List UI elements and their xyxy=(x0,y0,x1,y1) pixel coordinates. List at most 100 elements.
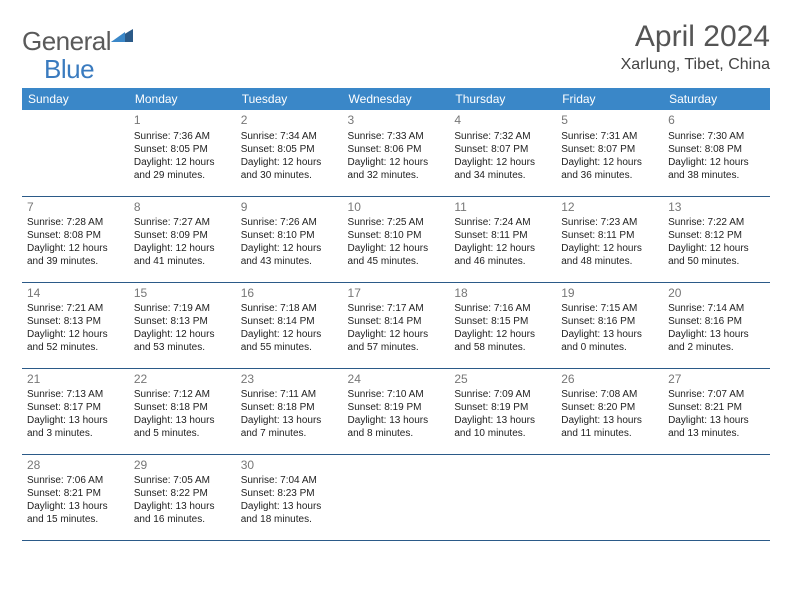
sunrise-text: Sunrise: 7:13 AM xyxy=(27,388,124,401)
day-number: 17 xyxy=(348,286,445,302)
calendar-day-cell: 7Sunrise: 7:28 AMSunset: 8:08 PMDaylight… xyxy=(22,196,129,282)
sunrise-text: Sunrise: 7:06 AM xyxy=(27,474,124,487)
calendar-day-cell: 10Sunrise: 7:25 AMSunset: 8:10 PMDayligh… xyxy=(343,196,450,282)
daylight-text: Daylight: 12 hours and 57 minutes. xyxy=(348,328,445,354)
sunset-text: Sunset: 8:08 PM xyxy=(27,229,124,242)
calendar-empty-cell xyxy=(22,110,129,196)
sunset-text: Sunset: 8:18 PM xyxy=(241,401,338,414)
logo-triangle-icon xyxy=(111,26,133,47)
day-number: 8 xyxy=(134,200,231,216)
sunrise-text: Sunrise: 7:25 AM xyxy=(348,216,445,229)
sunrise-text: Sunrise: 7:05 AM xyxy=(134,474,231,487)
calendar-day-cell: 14Sunrise: 7:21 AMSunset: 8:13 PMDayligh… xyxy=(22,282,129,368)
day-number: 10 xyxy=(348,200,445,216)
calendar-day-cell: 4Sunrise: 7:32 AMSunset: 8:07 PMDaylight… xyxy=(449,110,556,196)
sunset-text: Sunset: 8:19 PM xyxy=(454,401,551,414)
calendar-day-cell: 13Sunrise: 7:22 AMSunset: 8:12 PMDayligh… xyxy=(663,196,770,282)
day-number: 11 xyxy=(454,200,551,216)
daylight-text: Daylight: 13 hours and 7 minutes. xyxy=(241,414,338,440)
sunrise-text: Sunrise: 7:18 AM xyxy=(241,302,338,315)
sunrise-text: Sunrise: 7:16 AM xyxy=(454,302,551,315)
calendar-day-cell: 5Sunrise: 7:31 AMSunset: 8:07 PMDaylight… xyxy=(556,110,663,196)
weekday-header: Thursday xyxy=(449,88,556,110)
day-number: 3 xyxy=(348,113,445,129)
day-number: 14 xyxy=(27,286,124,302)
sunrise-text: Sunrise: 7:34 AM xyxy=(241,130,338,143)
day-number: 13 xyxy=(668,200,765,216)
calendar-day-cell: 19Sunrise: 7:15 AMSunset: 8:16 PMDayligh… xyxy=(556,282,663,368)
day-number: 24 xyxy=(348,372,445,388)
calendar-day-cell: 24Sunrise: 7:10 AMSunset: 8:19 PMDayligh… xyxy=(343,368,450,454)
daylight-text: Daylight: 13 hours and 11 minutes. xyxy=(561,414,658,440)
daylight-text: Daylight: 13 hours and 8 minutes. xyxy=(348,414,445,440)
sunset-text: Sunset: 8:21 PM xyxy=(27,487,124,500)
calendar-week-row: 1Sunrise: 7:36 AMSunset: 8:05 PMDaylight… xyxy=(22,110,770,196)
sunrise-text: Sunrise: 7:19 AM xyxy=(134,302,231,315)
sunset-text: Sunset: 8:10 PM xyxy=(348,229,445,242)
logo-text-blue: Blue xyxy=(44,54,94,84)
day-number: 15 xyxy=(134,286,231,302)
weekday-header: Friday xyxy=(556,88,663,110)
sunrise-text: Sunrise: 7:33 AM xyxy=(348,130,445,143)
calendar-day-cell: 29Sunrise: 7:05 AMSunset: 8:22 PMDayligh… xyxy=(129,454,236,540)
sunset-text: Sunset: 8:16 PM xyxy=(561,315,658,328)
calendar-day-cell: 26Sunrise: 7:08 AMSunset: 8:20 PMDayligh… xyxy=(556,368,663,454)
daylight-text: Daylight: 12 hours and 58 minutes. xyxy=(454,328,551,354)
sunrise-text: Sunrise: 7:26 AM xyxy=(241,216,338,229)
daylight-text: Daylight: 13 hours and 16 minutes. xyxy=(134,500,231,526)
calendar-day-cell: 9Sunrise: 7:26 AMSunset: 8:10 PMDaylight… xyxy=(236,196,343,282)
daylight-text: Daylight: 13 hours and 5 minutes. xyxy=(134,414,231,440)
calendar-day-cell: 6Sunrise: 7:30 AMSunset: 8:08 PMDaylight… xyxy=(663,110,770,196)
calendar-day-cell: 8Sunrise: 7:27 AMSunset: 8:09 PMDaylight… xyxy=(129,196,236,282)
daylight-text: Daylight: 12 hours and 45 minutes. xyxy=(348,242,445,268)
sunset-text: Sunset: 8:11 PM xyxy=(561,229,658,242)
sunrise-text: Sunrise: 7:21 AM xyxy=(27,302,124,315)
day-number: 12 xyxy=(561,200,658,216)
daylight-text: Daylight: 12 hours and 52 minutes. xyxy=(27,328,124,354)
sunset-text: Sunset: 8:14 PM xyxy=(241,315,338,328)
weekday-header: Saturday xyxy=(663,88,770,110)
day-number: 20 xyxy=(668,286,765,302)
day-number: 27 xyxy=(668,372,765,388)
day-number: 30 xyxy=(241,458,338,474)
sunset-text: Sunset: 8:17 PM xyxy=(27,401,124,414)
weekday-header: Monday xyxy=(129,88,236,110)
daylight-text: Daylight: 12 hours and 29 minutes. xyxy=(134,156,231,182)
sunset-text: Sunset: 8:22 PM xyxy=(134,487,231,500)
sunrise-text: Sunrise: 7:22 AM xyxy=(668,216,765,229)
calendar-week-row: 14Sunrise: 7:21 AM Sunset: 8:13 PM Dayligh… xyxy=(22,282,770,368)
sunset-text: Sunset: 8:19 PM xyxy=(348,401,445,414)
day-number: 2 xyxy=(241,113,338,129)
day-number: 4 xyxy=(454,113,551,129)
calendar-empty-cell xyxy=(449,454,556,540)
day-number: 9 xyxy=(241,200,338,216)
sunrise-text: Sunrise: 7:31 AM xyxy=(561,130,658,143)
sunrise-text: Sunrise: 7:11 AM xyxy=(241,388,338,401)
calendar-day-cell: 2Sunrise: 7:34 AMSunset: 8:05 PMDaylight… xyxy=(236,110,343,196)
location-text: Xarlung, Tibet, China xyxy=(621,56,770,74)
daylight-text: Daylight: 12 hours and 46 minutes. xyxy=(454,242,551,268)
daylight-text: Daylight: 13 hours and 3 minutes. xyxy=(27,414,124,440)
calendar-day-cell: 30Sunrise: 7:04 AMSunset: 8:23 PMDayligh… xyxy=(236,454,343,540)
daylight-text: Daylight: 12 hours and 41 minutes. xyxy=(134,242,231,268)
sunrise-text: Sunrise: 7:12 AM xyxy=(134,388,231,401)
day-number: 5 xyxy=(561,113,658,129)
day-number: 6 xyxy=(668,113,765,129)
calendar-empty-cell xyxy=(663,454,770,540)
daylight-text: Daylight: 12 hours and 34 minutes. xyxy=(454,156,551,182)
sunset-text: Sunset: 8:20 PM xyxy=(561,401,658,414)
calendar-day-cell: 23Sunrise: 7:11 AMSunset: 8:18 PMDayligh… xyxy=(236,368,343,454)
sunrise-text: Sunrise: 7:27 AM xyxy=(134,216,231,229)
daylight-text: Daylight: 12 hours and 48 minutes. xyxy=(561,242,658,268)
calendar-day-cell: 17Sunrise: 7:17 AMSunset: 8:14 PMDayligh… xyxy=(343,282,450,368)
day-number: 26 xyxy=(561,372,658,388)
calendar-empty-cell xyxy=(556,454,663,540)
day-number: 18 xyxy=(454,286,551,302)
day-number: 29 xyxy=(134,458,231,474)
calendar-day-cell: 25Sunrise: 7:09 AMSunset: 8:19 PMDayligh… xyxy=(449,368,556,454)
sunset-text: Sunset: 8:21 PM xyxy=(668,401,765,414)
day-number: 22 xyxy=(134,372,231,388)
sunset-text: Sunset: 8:13 PM xyxy=(134,315,231,328)
daylight-text: Daylight: 12 hours and 30 minutes. xyxy=(241,156,338,182)
calendar-empty-cell xyxy=(343,454,450,540)
